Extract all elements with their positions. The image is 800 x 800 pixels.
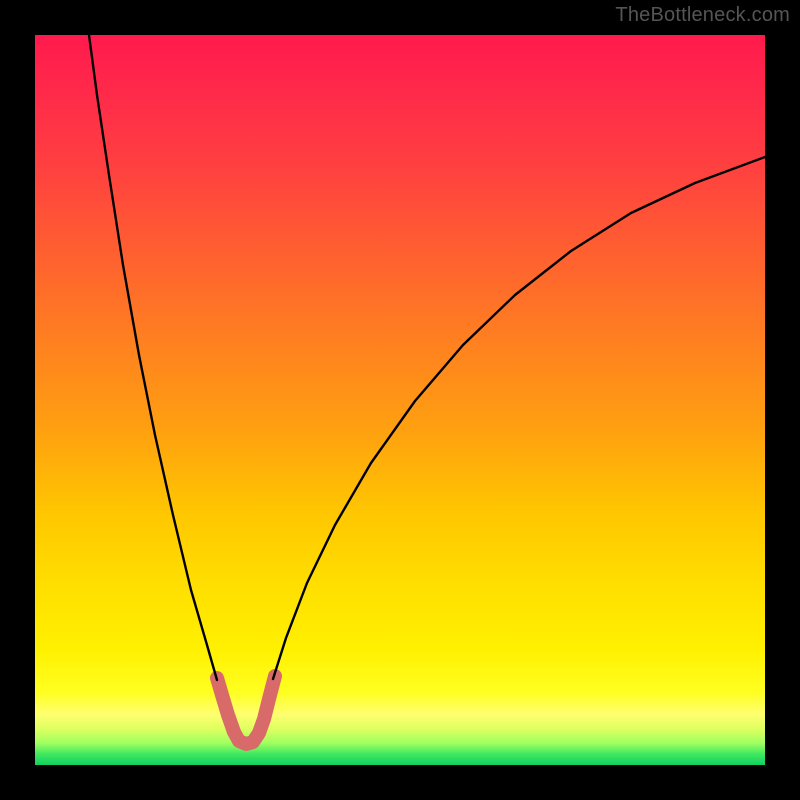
- curve-right: [273, 157, 765, 679]
- plot-area: [35, 35, 765, 765]
- watermark-text: TheBottleneck.com: [615, 4, 790, 27]
- curve-left: [89, 35, 217, 680]
- curve-overlay: [35, 35, 765, 765]
- trough-marker-line: [217, 676, 275, 744]
